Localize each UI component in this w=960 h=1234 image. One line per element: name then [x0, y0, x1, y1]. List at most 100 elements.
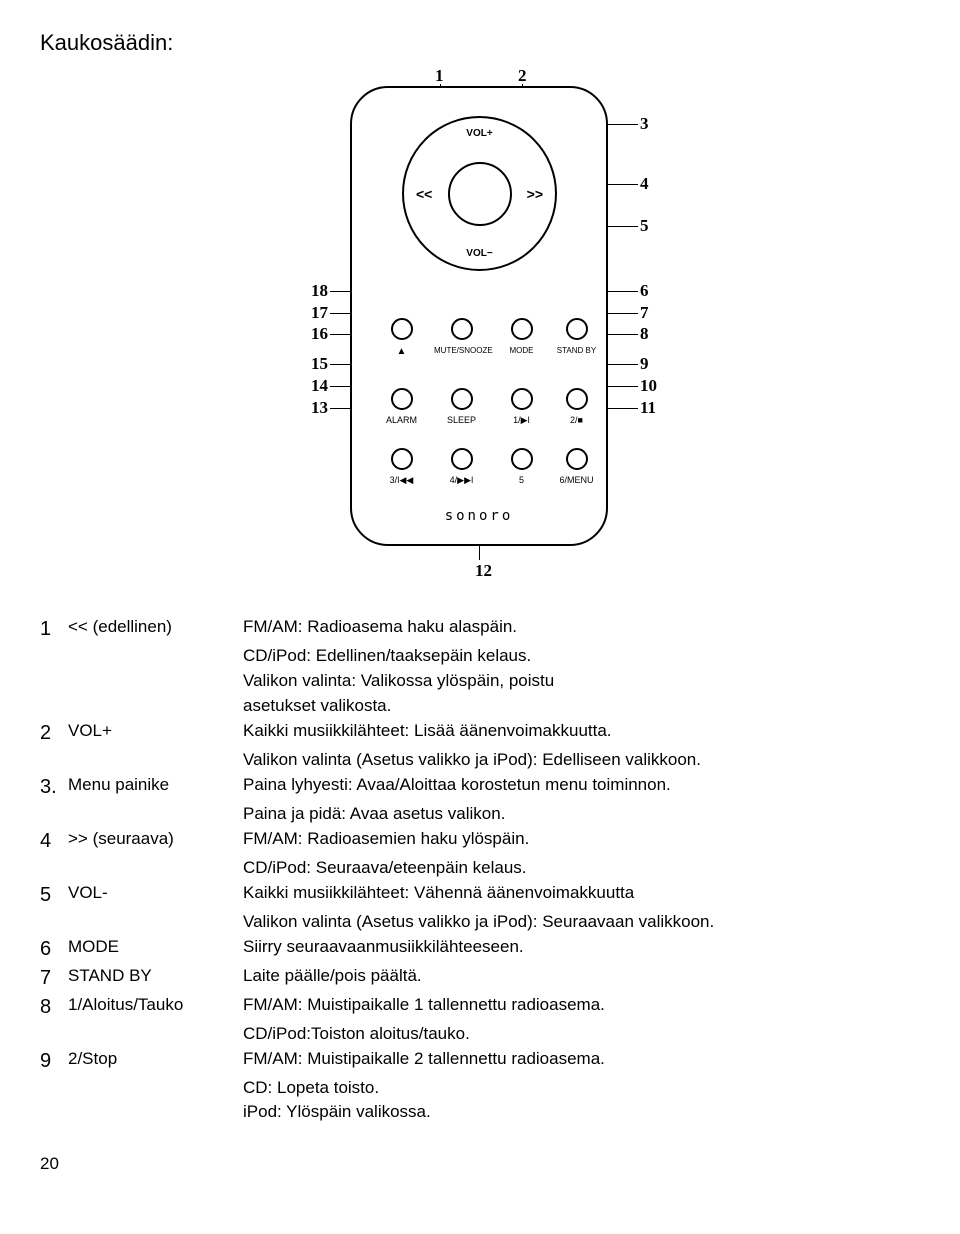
callout-5: 5 — [640, 216, 649, 236]
desc-text: CD: Lopeta toisto. — [243, 1077, 920, 1100]
desc-text: Valikon valinta (Asetus valikko ja iPod)… — [243, 749, 920, 772]
sleep-button: SLEEP — [434, 388, 489, 425]
desc-text: CD/iPod: Edellinen/taaksepäin kelaus. — [243, 645, 920, 668]
desc-num: 4 — [40, 828, 68, 855]
preset5-button: 5 — [494, 448, 549, 485]
standby-button: STAND BY — [554, 318, 599, 355]
desc-label — [68, 1077, 243, 1100]
desc-row: Paina ja pidä: Avaa asetus valikon. — [40, 803, 920, 826]
desc-row: 92/StopFM/AM: Muistipaikalle 2 tallennet… — [40, 1048, 920, 1075]
mode-button: MODE — [494, 318, 549, 355]
desc-row: 6MODESiirry seuraavaanmusiikkilähteeseen… — [40, 936, 920, 963]
desc-text: Laite päälle/pois päältä. — [243, 965, 920, 992]
callout-18: 18 — [298, 281, 328, 301]
callout-14: 14 — [298, 376, 328, 396]
callout-12: 12 — [475, 561, 492, 581]
next-label: >> — [527, 186, 543, 202]
desc-row: Valikon valinta (Asetus valikko ja iPod)… — [40, 749, 920, 772]
desc-num: 3. — [40, 774, 68, 801]
desc-label — [68, 1101, 243, 1124]
desc-row: CD/iPod: Seuraava/eteenpäin kelaus. — [40, 857, 920, 880]
page-number: 20 — [40, 1154, 920, 1174]
callout-15: 15 — [298, 354, 328, 374]
desc-num: 8 — [40, 994, 68, 1021]
callout-10: 10 — [640, 376, 657, 396]
desc-num — [40, 645, 68, 668]
desc-label — [68, 645, 243, 668]
desc-num: 5 — [40, 882, 68, 909]
desc-text: FM/AM: Radioasemien haku ylöspäin. — [243, 828, 920, 855]
alarm-button: ALARM — [374, 388, 429, 425]
prev-label: << — [416, 186, 432, 202]
desc-text: iPod: Ylöspäin valikossa. — [243, 1101, 920, 1124]
eject-button: ▲ — [374, 318, 429, 357]
desc-label: VOL- — [68, 882, 243, 909]
desc-num: 9 — [40, 1048, 68, 1075]
desc-text: asetukset valikosta. — [243, 695, 920, 718]
desc-text: Kaikki musiikkilähteet: Vähennä äänenvoi… — [243, 882, 920, 909]
callout-17: 17 — [298, 303, 328, 323]
callout-11: 11 — [640, 398, 656, 418]
desc-label — [68, 695, 243, 718]
desc-text: Paina lyhyesti: Avaa/Aloittaa korostetun… — [243, 774, 920, 801]
desc-num — [40, 695, 68, 718]
desc-text: CD/iPod: Seuraava/eteenpäin kelaus. — [243, 857, 920, 880]
desc-row: 1<< (edellinen)FM/AM: Radioasema haku al… — [40, 616, 920, 643]
description-list: 1<< (edellinen)FM/AM: Radioasema haku al… — [40, 616, 920, 1124]
dpad-outer: VOL+ VOL− << >> — [402, 116, 557, 271]
desc-text: FM/AM: Muistipaikalle 1 tallennettu radi… — [243, 994, 920, 1021]
desc-text: Siirry seuraavaanmusiikkilähteeseen. — [243, 936, 920, 963]
callout-3: 3 — [640, 114, 649, 134]
callout-2: 2 — [518, 66, 527, 86]
desc-row: CD/iPod:Toiston aloitus/tauko. — [40, 1023, 920, 1046]
desc-row: CD: Lopeta toisto. — [40, 1077, 920, 1100]
menu-button-circle — [448, 162, 512, 226]
desc-row: 3.Menu painikePaina lyhyesti: Avaa/Aloit… — [40, 774, 920, 801]
volplus-label: VOL+ — [466, 128, 492, 139]
desc-num — [40, 857, 68, 880]
desc-num: 1 — [40, 616, 68, 643]
desc-label: Menu painike — [68, 774, 243, 801]
desc-label: STAND BY — [68, 965, 243, 992]
desc-row: 2VOL+Kaikki musiikkilähteet: Lisää äänen… — [40, 720, 920, 747]
mute-snooze-button: MUTE/SNOOZE — [434, 318, 489, 355]
preset6-menu-button: 6/MENU — [554, 448, 599, 485]
desc-label: >> (seuraava) — [68, 828, 243, 855]
desc-text: CD/iPod:Toiston aloitus/tauko. — [243, 1023, 920, 1046]
preset4-ff-button: 4/▶▶ǀ — [434, 448, 489, 486]
callout-8: 8 — [640, 324, 649, 344]
desc-text: Kaikki musiikkilähteet: Lisää äänenvoima… — [243, 720, 920, 747]
callout-9: 9 — [640, 354, 649, 374]
desc-num — [40, 1023, 68, 1046]
remote-body: VOL+ VOL− << >> ▲ MUTE/SNOOZE MODE STAND… — [350, 86, 608, 546]
callout-6: 6 — [640, 281, 649, 301]
volminus-label: VOL− — [466, 248, 492, 259]
desc-row: CD/iPod: Edellinen/taaksepäin kelaus. — [40, 645, 920, 668]
desc-num — [40, 803, 68, 826]
desc-label: VOL+ — [68, 720, 243, 747]
callout-4: 4 — [640, 174, 649, 194]
desc-num — [40, 911, 68, 934]
desc-num — [40, 670, 68, 693]
desc-num — [40, 1077, 68, 1100]
desc-num: 2 — [40, 720, 68, 747]
desc-num — [40, 749, 68, 772]
desc-text: Valikon valinta: Valikossa ylöspäin, poi… — [243, 670, 920, 693]
brand-logo: sonoro — [352, 508, 606, 524]
desc-row: 4>> (seuraava)FM/AM: Radioasemien haku y… — [40, 828, 920, 855]
desc-row: 81/Aloitus/TaukoFM/AM: Muistipaikalle 1 … — [40, 994, 920, 1021]
desc-num — [40, 1101, 68, 1124]
desc-label — [68, 670, 243, 693]
page-title: Kaukosäädin: — [40, 30, 920, 56]
desc-row: asetukset valikosta. — [40, 695, 920, 718]
preset1-play-button: 1/▶ǀ — [494, 388, 549, 426]
desc-row: 5VOL-Kaikki musiikkilähteet: Vähennä ään… — [40, 882, 920, 909]
desc-text: FM/AM: Radioasema haku alaspäin. — [243, 616, 920, 643]
preset2-stop-button: 2/■ — [554, 388, 599, 425]
callout-7: 7 — [640, 303, 649, 323]
remote-diagram: 1 2 3 4 5 6 7 8 9 10 11 12 18 17 16 15 1… — [40, 66, 920, 586]
desc-text: FM/AM: Muistipaikalle 2 tallennettu radi… — [243, 1048, 920, 1075]
callout-13: 13 — [298, 398, 328, 418]
desc-row: 7 STAND BY Laite päälle/pois päältä. — [40, 965, 920, 992]
desc-label — [68, 803, 243, 826]
